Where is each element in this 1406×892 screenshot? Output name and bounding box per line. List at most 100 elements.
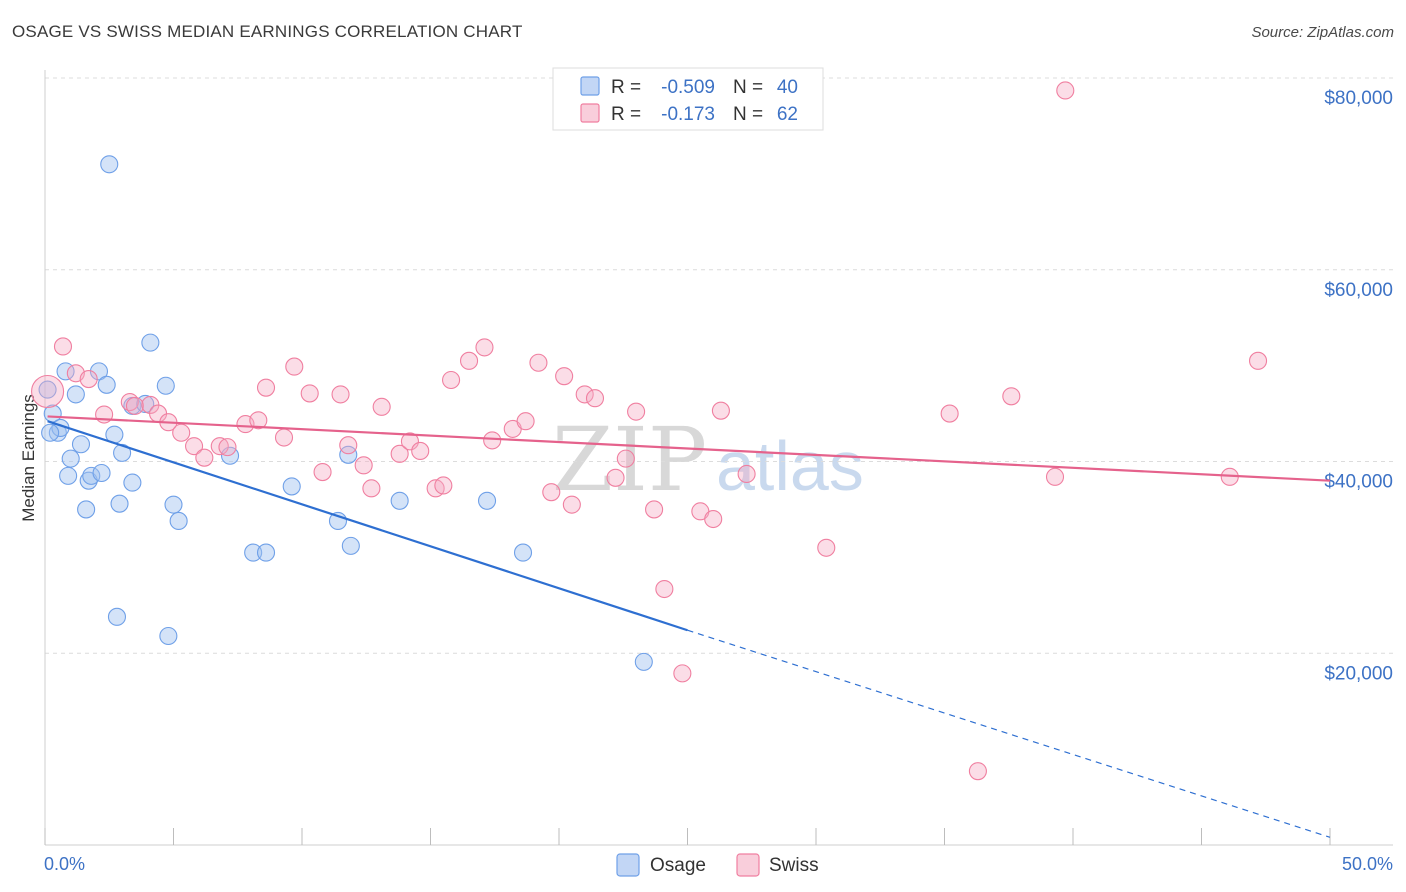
swiss-point [274, 428, 294, 447]
swiss-point [210, 437, 229, 456]
osage-point [41, 423, 60, 442]
swiss-point [354, 456, 373, 475]
bottom-legend-osage-label: Osage [650, 855, 706, 876]
osage-point [339, 445, 358, 464]
swiss-point [1056, 81, 1075, 100]
swiss-point [673, 664, 692, 683]
osage-trend-extension [687, 629, 1331, 838]
osage-point [282, 477, 301, 496]
legend-osage-r-label: R = [611, 77, 641, 98]
osage-point [390, 491, 409, 510]
swiss-point [285, 357, 304, 376]
swiss-point [442, 370, 461, 390]
trend-lines [47, 415, 1331, 838]
osage-point [61, 449, 80, 468]
osage-point [71, 435, 91, 454]
swiss-point [125, 396, 144, 415]
y-tick-label: $60,000 [1324, 280, 1393, 301]
swiss-point [585, 389, 605, 408]
swiss-point [555, 367, 574, 386]
swiss-point [655, 579, 674, 599]
x-tick-label-min: 0.0% [44, 854, 85, 874]
legend-swiss-n-value: 62 [777, 104, 798, 125]
watermark-atlas: atlas [716, 427, 864, 505]
legend-osage-swatch [580, 76, 600, 96]
osage-point [97, 375, 116, 394]
osage-point [159, 626, 178, 646]
swiss-point [562, 495, 581, 514]
swiss-point [331, 385, 350, 404]
osage-point [107, 607, 127, 626]
swiss-trend-line [47, 415, 1331, 482]
osage-trend-line [47, 420, 688, 632]
swiss-point [940, 404, 959, 423]
swiss-point [459, 351, 479, 370]
osage-point [66, 385, 85, 404]
osage-point [82, 466, 101, 485]
swiss-point [339, 436, 358, 455]
swiss-point [542, 483, 561, 502]
swiss-point [53, 337, 73, 356]
osage-point [59, 466, 78, 485]
osage-point [244, 543, 263, 562]
y-tick-label: $20,000 [1324, 663, 1393, 684]
bottom-legend-osage-swatch [616, 853, 640, 877]
swiss-point [434, 476, 453, 495]
x-axis-ticks [44, 828, 1331, 845]
data-points [31, 81, 1268, 781]
osage-point [92, 463, 111, 483]
osage-point [38, 380, 57, 399]
swiss-point [249, 411, 268, 430]
osage-point [156, 376, 175, 395]
bottom-legend-swiss-label: Swiss [769, 855, 819, 876]
swiss-point [737, 464, 756, 484]
watermark: ZIP atlas [552, 408, 864, 511]
swiss-point [817, 538, 836, 557]
legend-swiss-n-label: N = [733, 104, 763, 125]
swiss-point [362, 479, 381, 498]
swiss-point [172, 423, 191, 442]
swiss-point [711, 401, 730, 420]
y-axis-title: Median Earnings [19, 394, 38, 522]
osage-point [256, 543, 276, 562]
y-tick-label: $80,000 [1324, 88, 1393, 109]
bottom-legend: Osage Swiss [616, 853, 819, 877]
legend-osage-n-value: 40 [777, 77, 798, 98]
legend-osage-r-value: -0.509 [661, 77, 715, 98]
swiss-point [704, 509, 723, 529]
swiss-point [616, 449, 635, 468]
osage-point [341, 536, 360, 555]
swiss-point [313, 462, 332, 482]
swiss-point [79, 369, 98, 389]
osage-point [77, 500, 96, 519]
osage-point [164, 495, 183, 514]
swiss-point [195, 448, 214, 467]
x-tick-label-max: 50.0% [1342, 854, 1393, 874]
osage-point [110, 494, 129, 513]
swiss-point [218, 438, 237, 457]
watermark-zip: ZIP [552, 408, 707, 511]
osage-point [513, 543, 533, 562]
swiss-point [411, 441, 430, 461]
swiss-point [256, 378, 276, 397]
osage-point [100, 155, 119, 174]
legend-osage-n-label: N = [733, 77, 763, 98]
osage-point [141, 333, 160, 352]
legend-swiss-swatch [580, 103, 600, 123]
legend-swiss-r-label: R = [611, 104, 641, 125]
osage-point [123, 473, 142, 492]
swiss-point [1045, 467, 1065, 486]
swiss-point [516, 412, 535, 431]
swiss-point [645, 500, 664, 519]
swiss-point [575, 385, 594, 404]
swiss-point [1002, 387, 1021, 406]
osage-point [477, 491, 497, 510]
swiss-point [483, 431, 502, 450]
swiss-point [31, 374, 65, 409]
legend: R = -0.509 N = 40 R = -0.173 N = 62 [552, 67, 824, 131]
swiss-point [968, 762, 987, 781]
swiss-point [185, 437, 204, 456]
gridlines [45, 77, 1393, 654]
osage-point [634, 652, 653, 671]
